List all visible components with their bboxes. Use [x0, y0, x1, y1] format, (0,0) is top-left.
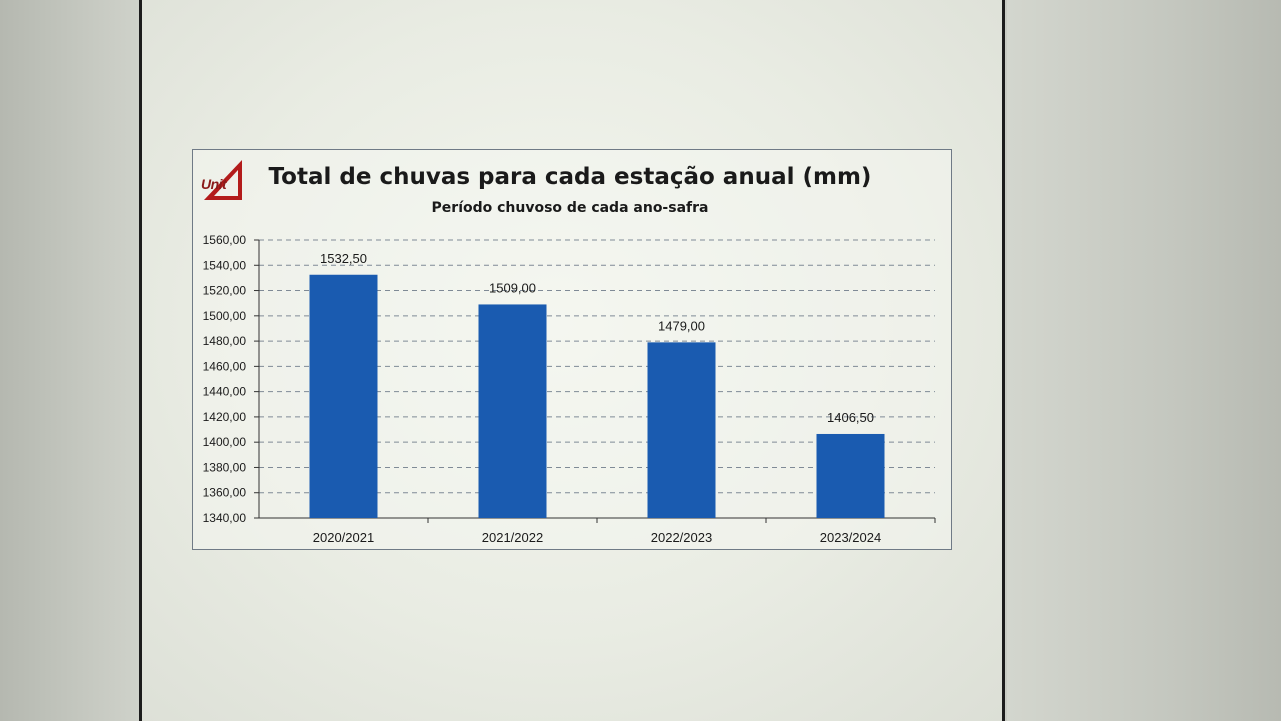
- x-tick-label: 2021/2022: [482, 530, 543, 545]
- y-tick-label: 1540,00: [203, 258, 247, 272]
- bar: [309, 274, 378, 518]
- x-tick-label: 2022/2023: [651, 530, 712, 545]
- logo-text: Unit: [201, 176, 227, 192]
- unit-logo-icon: [204, 160, 242, 200]
- y-tick-label: 1360,00: [203, 486, 247, 500]
- y-tick-label: 1460,00: [203, 359, 247, 373]
- chart-title: Total de chuvas para cada estação anual …: [268, 164, 872, 190]
- x-tick-label: 2020/2021: [313, 530, 374, 545]
- data-label: 1532,50: [320, 251, 367, 266]
- data-label: 1479,00: [658, 318, 705, 333]
- bar: [647, 342, 716, 518]
- bar: [816, 433, 885, 518]
- y-tick-label: 1560,00: [203, 233, 247, 247]
- y-tick-label: 1520,00: [203, 284, 247, 298]
- y-tick-label: 1400,00: [203, 435, 247, 449]
- bar: [478, 304, 547, 518]
- background-left: [0, 0, 139, 721]
- bars: [309, 274, 885, 518]
- data-label: 1509,00: [489, 280, 536, 295]
- data-label: 1406,50: [827, 410, 874, 425]
- y-tick-label: 1500,00: [203, 309, 247, 323]
- labels: 1340,00 1360,00 1380,00 1400,00 1420,00 1440,…: [203, 233, 882, 545]
- y-tick-label: 1440,00: [203, 385, 247, 399]
- y-tick-label: 1340,00: [203, 511, 247, 525]
- y-tick-label: 1480,00: [203, 334, 247, 348]
- background-right: [1007, 0, 1281, 721]
- y-tick-label: 1420,00: [203, 410, 247, 424]
- chart-subtitle: Período chuvoso de cada ano-safra: [431, 200, 709, 216]
- x-tick-label: 2023/2024: [820, 530, 881, 545]
- y-tick-label: 1380,00: [203, 460, 247, 474]
